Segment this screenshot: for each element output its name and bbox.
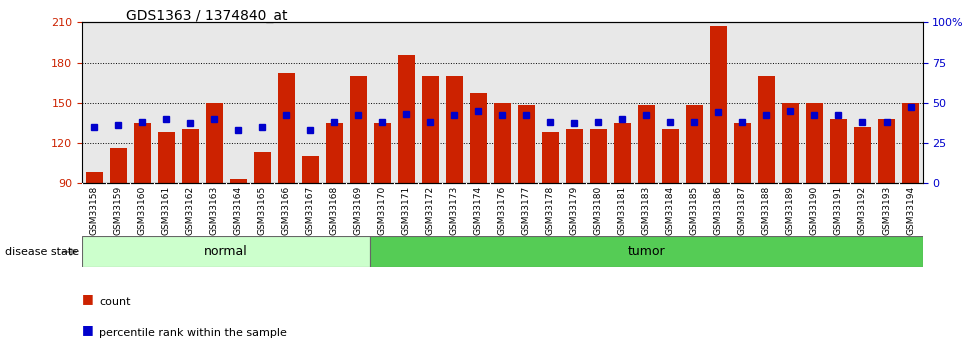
Bar — [133, 123, 151, 183]
Text: normal: normal — [204, 245, 248, 258]
Text: GDS1363 / 1374840_at: GDS1363 / 1374840_at — [126, 9, 287, 23]
Text: GSM33185: GSM33185 — [690, 186, 699, 235]
Text: GSM33176: GSM33176 — [497, 186, 507, 235]
Text: GSM33187: GSM33187 — [738, 186, 747, 235]
Text: ■: ■ — [82, 292, 94, 305]
Bar — [494, 103, 511, 183]
Bar — [902, 103, 919, 183]
Text: GSM33172: GSM33172 — [426, 186, 435, 235]
Bar — [206, 103, 222, 183]
Bar — [446, 76, 463, 183]
Text: GSM33174: GSM33174 — [473, 186, 483, 235]
Bar — [734, 123, 751, 183]
Bar — [614, 123, 631, 183]
Bar — [278, 73, 295, 183]
Bar — [157, 132, 175, 183]
Bar — [82, 236, 370, 267]
Text: GSM33184: GSM33184 — [666, 186, 675, 235]
Text: GSM33190: GSM33190 — [810, 186, 819, 235]
Bar — [398, 55, 414, 183]
Bar — [782, 103, 799, 183]
Text: GSM33159: GSM33159 — [114, 186, 123, 235]
Text: GSM33177: GSM33177 — [522, 186, 531, 235]
Text: GSM33191: GSM33191 — [834, 186, 843, 235]
Text: GSM33192: GSM33192 — [858, 186, 867, 235]
Text: GSM33170: GSM33170 — [378, 186, 386, 235]
Text: GSM33169: GSM33169 — [354, 186, 363, 235]
Text: GSM33186: GSM33186 — [714, 186, 723, 235]
Bar — [374, 123, 390, 183]
Bar — [182, 129, 199, 183]
Bar — [686, 105, 703, 183]
Text: GSM33193: GSM33193 — [882, 186, 891, 235]
Bar — [806, 103, 823, 183]
Text: disease state: disease state — [5, 247, 79, 257]
Text: percentile rank within the sample: percentile rank within the sample — [99, 328, 287, 338]
Text: GSM33165: GSM33165 — [258, 186, 267, 235]
Bar — [590, 129, 607, 183]
Bar — [469, 93, 487, 183]
Bar — [518, 105, 535, 183]
Bar — [638, 105, 655, 183]
Bar — [326, 123, 343, 183]
Text: GSM33173: GSM33173 — [450, 186, 459, 235]
Bar — [542, 132, 558, 183]
Bar — [110, 148, 127, 183]
Bar — [230, 179, 246, 183]
Text: count: count — [99, 297, 131, 307]
Bar — [566, 129, 582, 183]
Text: GSM33160: GSM33160 — [137, 186, 147, 235]
Text: GSM33180: GSM33180 — [594, 186, 603, 235]
Bar — [254, 152, 270, 183]
Text: GSM33162: GSM33162 — [185, 186, 195, 235]
Text: GSM33163: GSM33163 — [210, 186, 218, 235]
Text: GSM33183: GSM33183 — [641, 186, 651, 235]
Bar — [422, 76, 439, 183]
Bar — [370, 236, 923, 267]
Text: tumor: tumor — [628, 245, 666, 258]
Text: GSM33178: GSM33178 — [546, 186, 554, 235]
Text: GSM33167: GSM33167 — [305, 186, 315, 235]
Bar — [854, 127, 871, 183]
Text: GSM33188: GSM33188 — [762, 186, 771, 235]
Text: GSM33166: GSM33166 — [282, 186, 291, 235]
Bar — [710, 27, 726, 183]
Bar — [830, 119, 847, 183]
Text: GSM33161: GSM33161 — [161, 186, 171, 235]
Bar — [350, 76, 367, 183]
Text: GSM33164: GSM33164 — [234, 186, 242, 235]
Text: GSM33171: GSM33171 — [402, 186, 411, 235]
Text: ■: ■ — [82, 323, 94, 336]
Bar — [301, 156, 319, 183]
Bar — [878, 119, 895, 183]
Text: GSM33194: GSM33194 — [906, 186, 915, 235]
Text: GSM33181: GSM33181 — [618, 186, 627, 235]
Text: GSM33179: GSM33179 — [570, 186, 579, 235]
Bar — [662, 129, 679, 183]
Text: GSM33189: GSM33189 — [786, 186, 795, 235]
Text: GSM33158: GSM33158 — [90, 186, 99, 235]
Text: GSM33168: GSM33168 — [329, 186, 339, 235]
Bar — [758, 76, 775, 183]
Bar — [86, 172, 102, 183]
